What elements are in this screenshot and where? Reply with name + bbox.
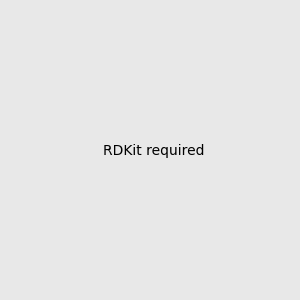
- Text: RDKit required: RDKit required: [103, 145, 205, 158]
